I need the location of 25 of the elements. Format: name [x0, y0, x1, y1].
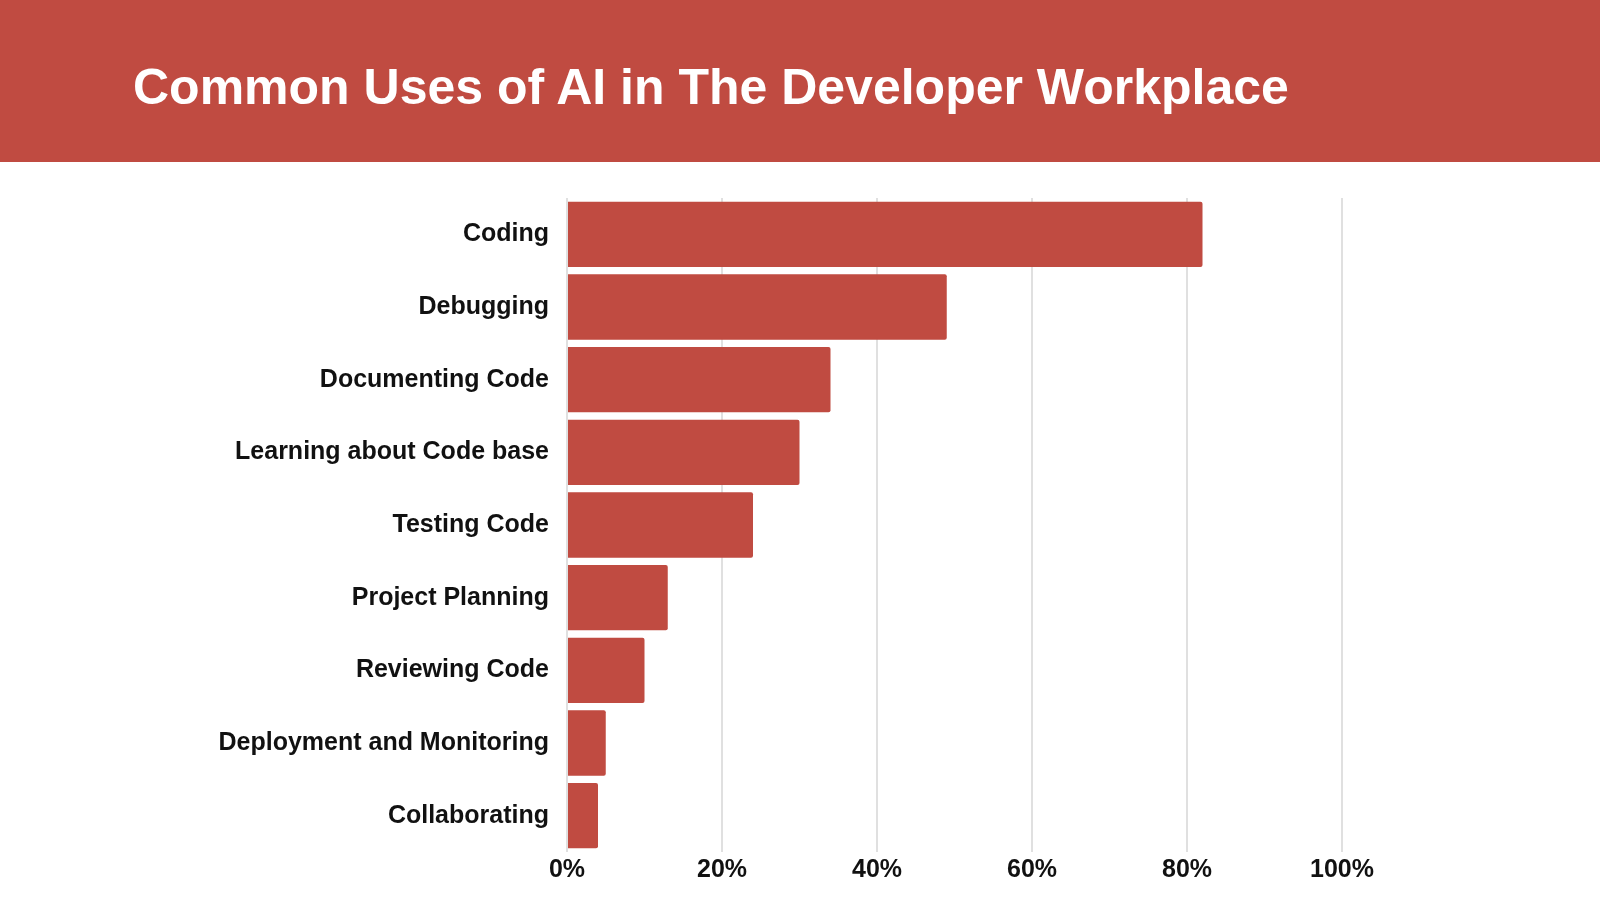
- bar: [568, 492, 753, 558]
- bar: [568, 346, 831, 413]
- bar: [568, 710, 606, 776]
- bar: [568, 419, 800, 486]
- bar: [568, 201, 1203, 268]
- y-tick-label: Learning about Code base: [235, 436, 550, 465]
- x-tick-label: 100%: [1310, 853, 1374, 882]
- y-tick-label: Debugging: [418, 290, 549, 319]
- x-tick-label: 0%: [548, 853, 586, 882]
- y-tick-label: Deployment and Monitoring: [218, 726, 549, 755]
- chart-title: Common Uses of AI in The Developer Workplace: [133, 58, 1289, 116]
- bar: [568, 274, 947, 340]
- y-tick-label: Coding: [462, 218, 549, 247]
- x-tick-label: 20%: [696, 853, 748, 882]
- y-tick-label: Testing Code: [392, 508, 550, 537]
- bar: [568, 782, 598, 849]
- y-tick-label: Project Planning: [351, 581, 549, 610]
- y-tick-label: Collaborating: [387, 799, 549, 828]
- bar: [568, 564, 668, 631]
- bar: [568, 637, 645, 704]
- x-tick-label: 60%: [1006, 853, 1058, 882]
- x-tick-label: 40%: [851, 853, 903, 882]
- x-tick-label: 80%: [1161, 853, 1213, 882]
- y-tick-label: Reviewing Code: [355, 654, 550, 683]
- y-tick-label: Documenting Code: [319, 363, 550, 392]
